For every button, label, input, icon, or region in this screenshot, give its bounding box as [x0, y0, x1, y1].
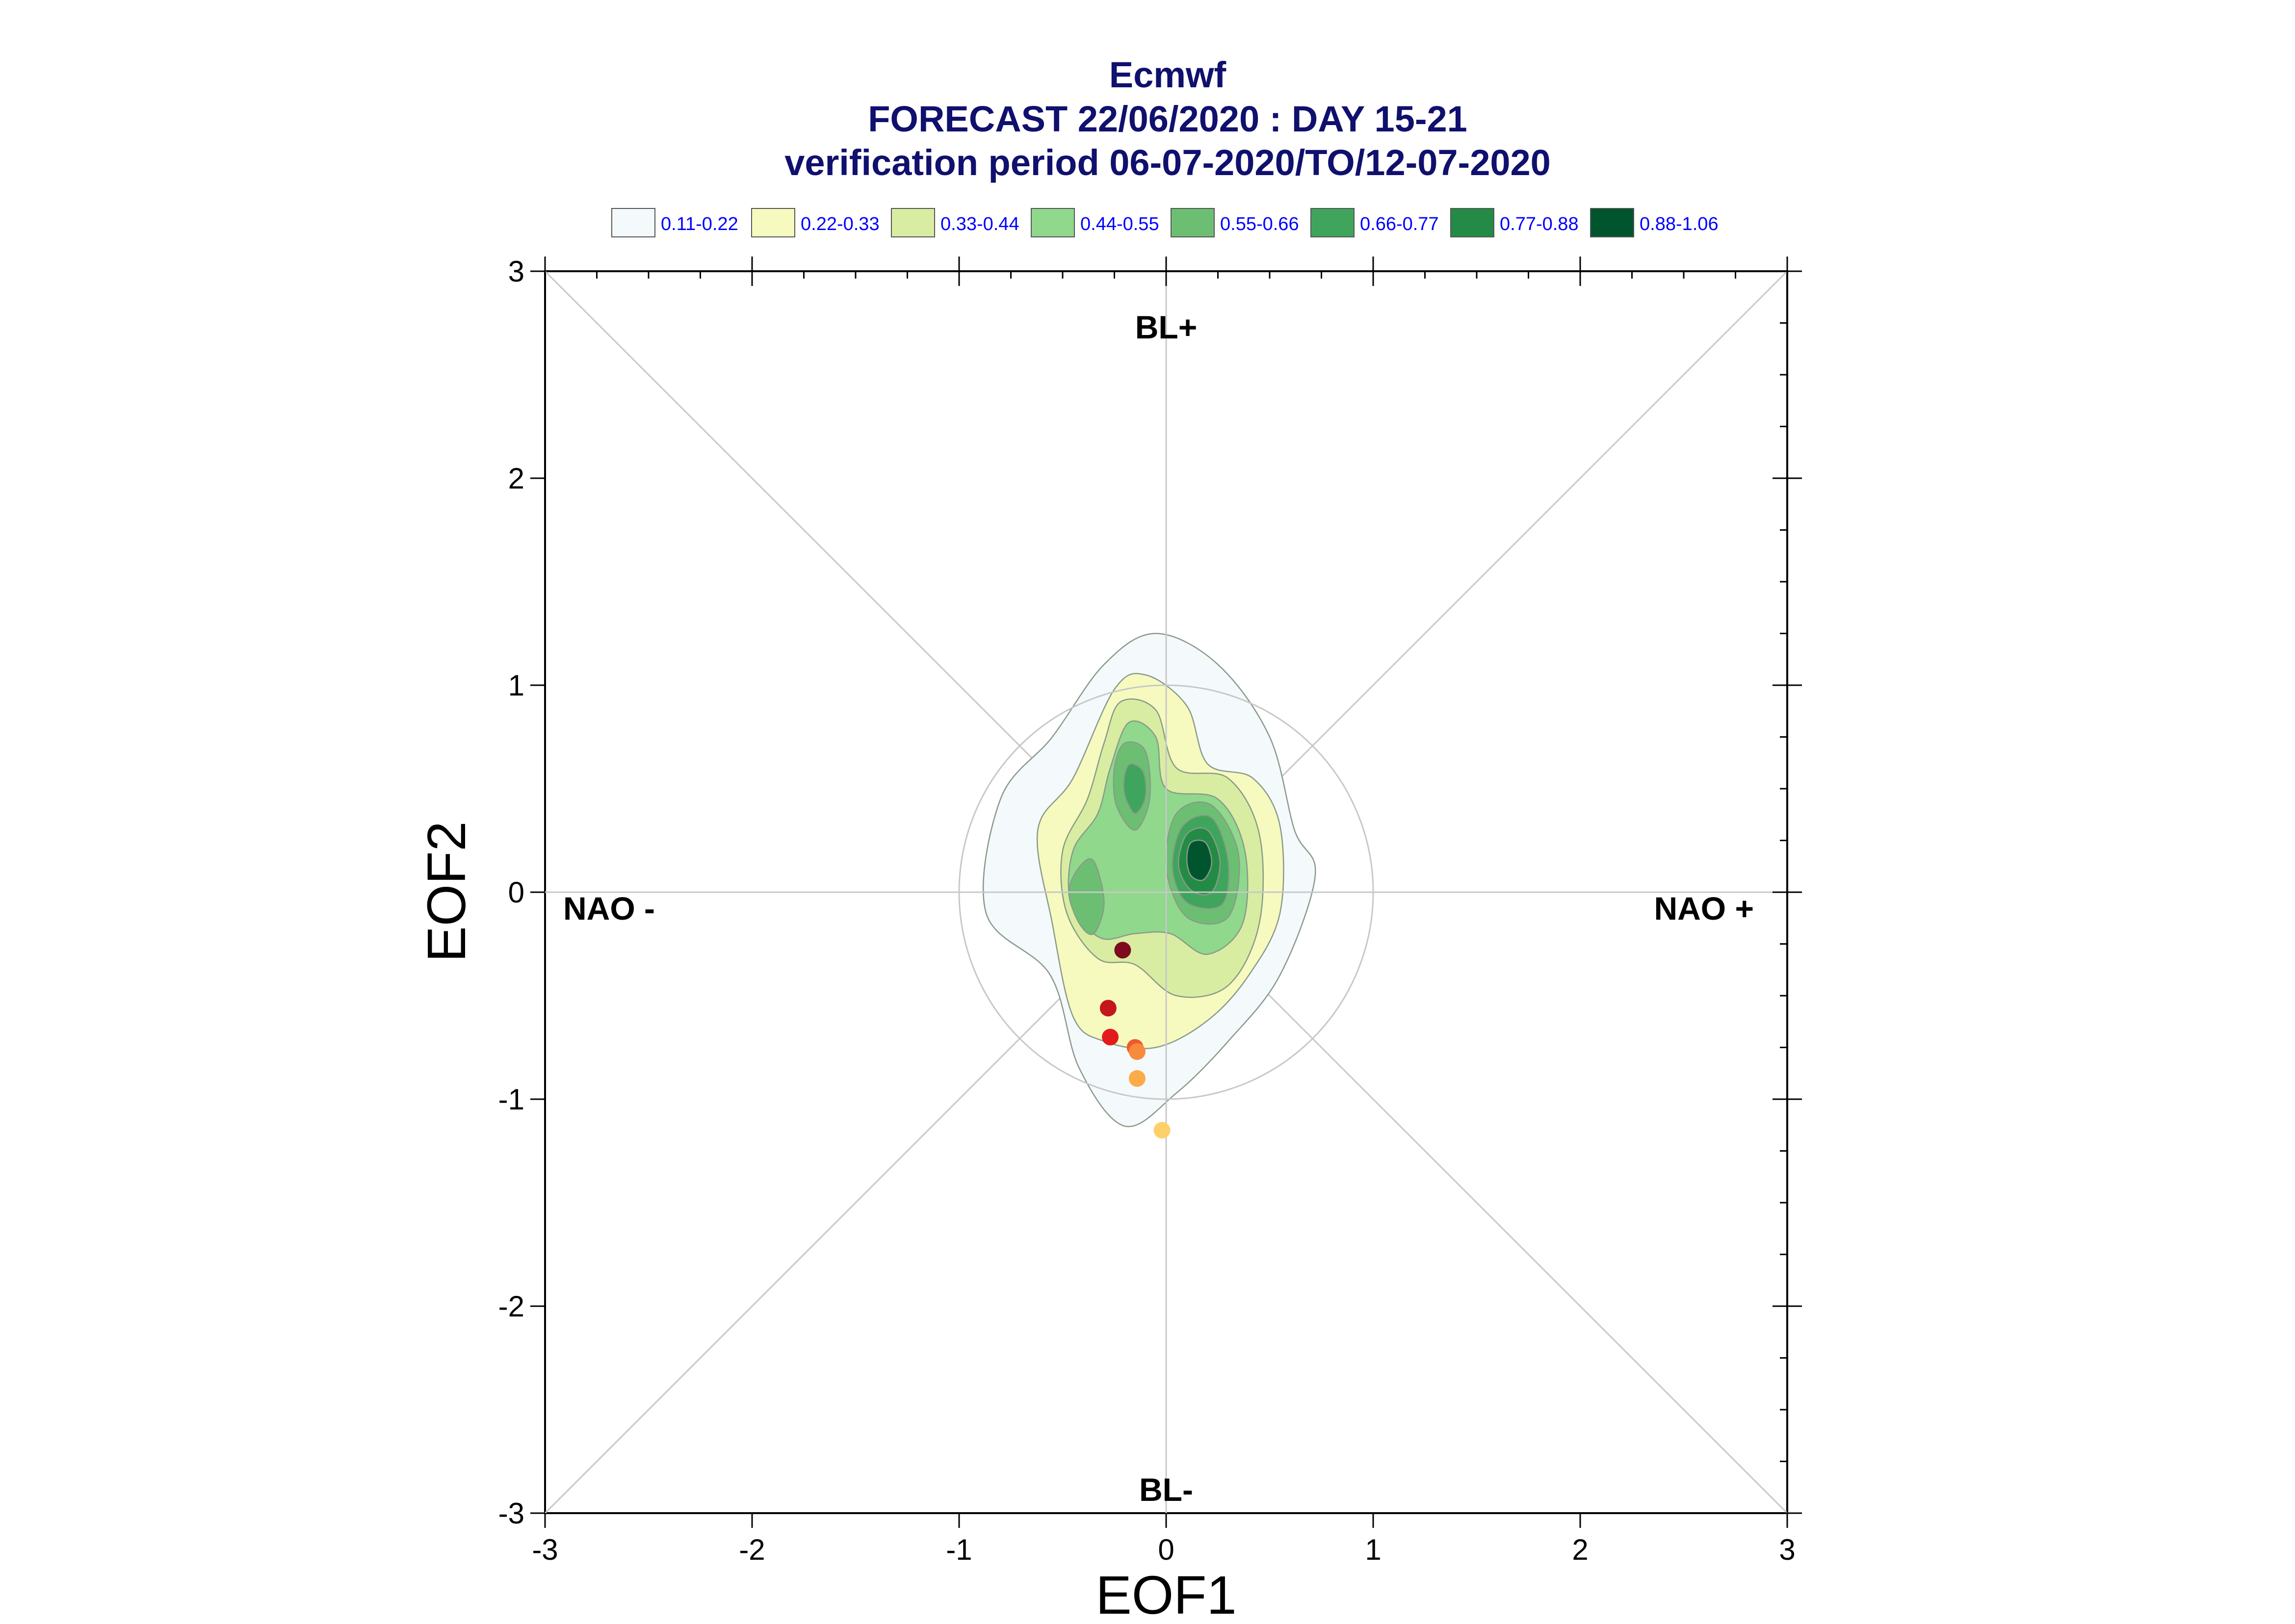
forecast-points — [1099, 942, 1171, 1139]
x-tick-label: -2 — [739, 1533, 765, 1566]
forecast-point — [1128, 1070, 1146, 1087]
x-tick-label: -1 — [946, 1533, 972, 1566]
axis-tick-labels: -3 -2 -1 0 1 2 3 -3 -2 -1 0 1 2 3 — [498, 255, 1796, 1566]
legend-swatch — [1031, 208, 1075, 237]
legend-label: 0.22-0.33 — [801, 214, 880, 234]
regime-label-top: BL+ — [1135, 309, 1198, 345]
legend-swatch — [891, 208, 935, 237]
forecast-point — [1153, 1122, 1171, 1139]
legend-label: 0.66-0.77 — [1360, 214, 1439, 234]
y-tick-label: 3 — [508, 255, 524, 288]
unit-circle — [958, 684, 1374, 1100]
legend-label: 0.88-1.06 — [1640, 214, 1719, 234]
y-tick-label: 2 — [508, 462, 524, 495]
x-tick-label: 0 — [1158, 1533, 1174, 1566]
legend-label: 0.44-0.55 — [1080, 214, 1159, 234]
plot-area: -3 -2 -1 0 1 2 3 -3 -2 -1 0 1 2 3 — [498, 255, 1802, 1566]
x-tick-label: 1 — [1365, 1533, 1381, 1566]
x-tick-label: -3 — [532, 1533, 558, 1566]
x-axis-title: EOF1 — [1095, 1565, 1236, 1624]
forecast-point — [1102, 1029, 1119, 1046]
y-tick-label: 1 — [508, 669, 524, 702]
chart-title: Ecmwf — [1109, 54, 1226, 95]
legend-swatch — [751, 208, 795, 237]
regime-label-bottom: BL- — [1139, 1471, 1193, 1508]
legend-swatch — [1310, 208, 1355, 237]
regime-label-right: NAO + — [1654, 890, 1754, 927]
density-contour-level-6 — [1123, 763, 1147, 814]
legend-label: 0.33-0.44 — [940, 214, 1019, 234]
y-tick-label: 0 — [508, 876, 524, 909]
legend: 0.11-0.22 0.22-0.33 0.33-0.44 0.44-0.55 0.55… — [611, 208, 1719, 237]
legend-label: 0.11-0.22 — [661, 214, 738, 234]
y-tick-label: -2 — [498, 1290, 524, 1323]
x-tick-label: 2 — [1572, 1533, 1588, 1566]
legend-swatch — [1450, 208, 1494, 237]
regime-label-left: NAO - — [563, 890, 655, 927]
chart-subtitle-2: verification period 06-07-2020/TO/12-07-… — [784, 142, 1551, 183]
forecast-point — [1114, 942, 1131, 959]
legend-label: 0.55-0.66 — [1220, 214, 1299, 234]
y-tick-label: -3 — [498, 1497, 524, 1530]
forecast-point — [1128, 1043, 1146, 1060]
legend-swatch — [611, 208, 655, 237]
forecast-point — [1099, 1000, 1117, 1017]
y-axis-title: EOF2 — [417, 821, 477, 962]
y-tick-label: -1 — [498, 1083, 524, 1116]
chart-subtitle: FORECAST 22/06/2020 : DAY 15-21 — [868, 99, 1467, 139]
density-contours — [982, 633, 1316, 1128]
legend-swatch — [1590, 208, 1634, 237]
reference-lines — [545, 271, 1787, 1513]
legend-label: 0.77-0.88 — [1500, 214, 1579, 234]
x-tick-label: 3 — [1779, 1533, 1795, 1566]
density-contour-level-8 — [1186, 839, 1213, 881]
axis-ticks — [530, 257, 1802, 1528]
legend-swatch — [1171, 208, 1215, 237]
